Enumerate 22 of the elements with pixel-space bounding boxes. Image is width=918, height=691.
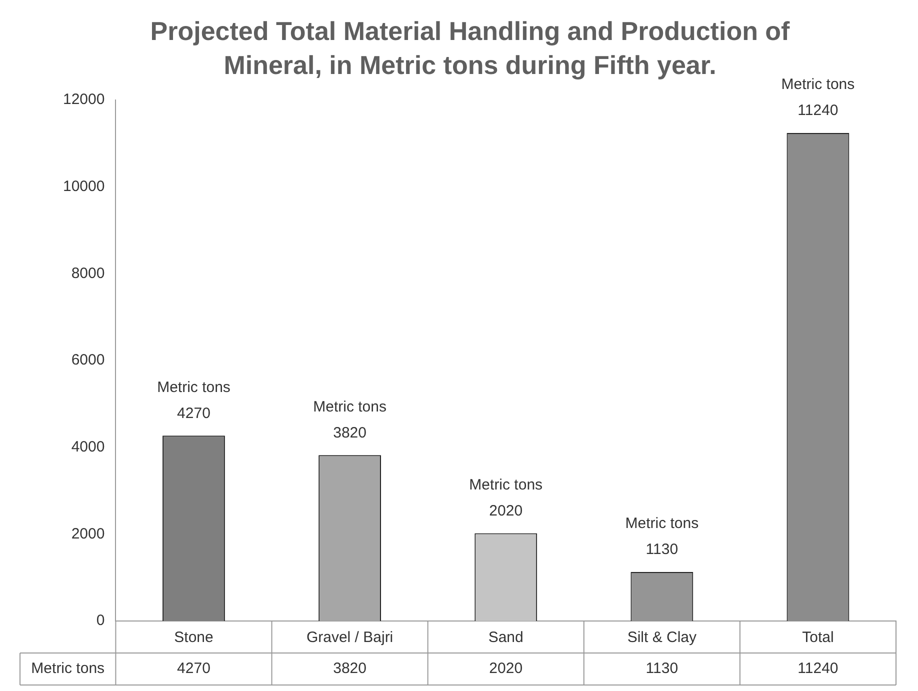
annotation: Metric tons 1130 <box>625 515 699 558</box>
x-tick-label: Stone <box>174 629 214 646</box>
data-label: 1130 <box>646 660 678 678</box>
annotation: Metric tons 2020 <box>469 476 543 520</box>
y-tick-label: 6000 <box>71 352 105 369</box>
y-tick-label: 0 <box>96 612 105 630</box>
x-tick-label: Sand <box>488 629 524 646</box>
y-tick-label: 2000 <box>71 525 105 542</box>
y-tick-label: 10000 <box>62 178 105 195</box>
annotation: Metric tons 4270 <box>157 378 230 422</box>
data-label: 3820 <box>333 660 366 678</box>
data-label: 4270 <box>177 660 210 678</box>
y-tick-label: 4000 <box>71 438 105 456</box>
x-tick-label: Gravel / Bajri <box>306 629 394 646</box>
y-tick-label: 8000 <box>71 264 105 282</box>
x-tick-label: Silt & Clay <box>627 629 698 646</box>
y-tick-label: 12000 <box>62 91 105 108</box>
x-tick-label: Total <box>802 629 834 646</box>
data-label: 11240 <box>798 660 838 678</box>
annotation: Metric tons 3820 <box>313 398 386 442</box>
legend-label: Metric tons <box>31 660 105 678</box>
data-label: 2020 <box>489 660 523 678</box>
